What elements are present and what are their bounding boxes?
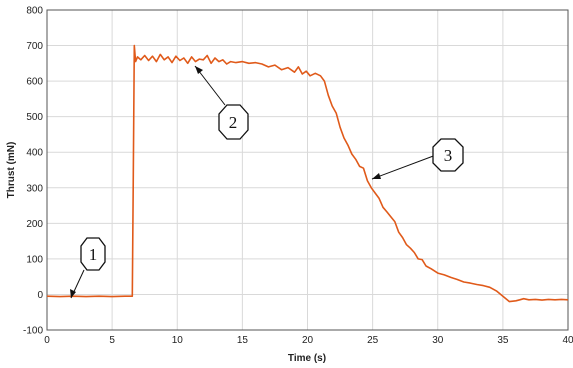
annotation-2-pointer <box>194 65 226 106</box>
x-tick-label: 40 <box>562 335 573 346</box>
grid-layer <box>47 10 568 330</box>
annotation-3-marker <box>432 138 464 172</box>
annotation-1-label: 1 <box>89 245 98 264</box>
annotation-2: 2 <box>194 65 249 140</box>
x-tick-label: 25 <box>367 335 379 346</box>
y-tick-label: 0 <box>37 290 43 301</box>
annotation-3-arrowhead <box>372 173 381 179</box>
annotation-1: 1 <box>70 237 106 299</box>
y-tick-label: 600 <box>26 77 43 88</box>
y-tick-label: 700 <box>26 41 43 52</box>
y-tick-labels: -100 0 100 200 300 400 500 600 700 800 <box>23 6 43 337</box>
annotation-3: 3 <box>371 138 464 180</box>
y-tick-label: 100 <box>26 254 43 265</box>
x-tick-label: 35 <box>497 335 509 346</box>
y-tick-label: -100 <box>23 326 43 337</box>
annotation-1-arrowhead <box>70 289 76 298</box>
annotation-2-label: 2 <box>229 113 238 132</box>
annotation-3-label: 3 <box>444 146 453 165</box>
annotation-2-arrowhead <box>195 66 203 74</box>
thrust-series-line <box>46 44 569 303</box>
x-tick-label: 10 <box>172 335 184 346</box>
annotation-1-marker <box>80 237 106 271</box>
x-tick-label: 20 <box>302 335 314 346</box>
y-tick-label: 200 <box>26 219 43 230</box>
x-tick-labels: 0 5 10 15 20 25 30 35 40 <box>44 335 573 346</box>
y-tick-label: 500 <box>26 112 43 123</box>
annotation-3-pointer <box>371 154 437 180</box>
y-tick-label: 300 <box>26 183 43 194</box>
y-tick-label: 800 <box>26 6 43 17</box>
x-tick-label: 30 <box>432 335 444 346</box>
annotation-2-marker <box>218 104 249 140</box>
x-tick-label: 0 <box>44 335 50 346</box>
y-tick-label: 400 <box>26 148 43 159</box>
x-tick-label: 5 <box>109 335 115 346</box>
x-tick-label: 15 <box>237 335 249 346</box>
y-axis-label: Thrust (mN) <box>6 142 17 199</box>
plot-frame <box>46 9 569 331</box>
x-axis-label: Time (s) <box>288 353 326 364</box>
